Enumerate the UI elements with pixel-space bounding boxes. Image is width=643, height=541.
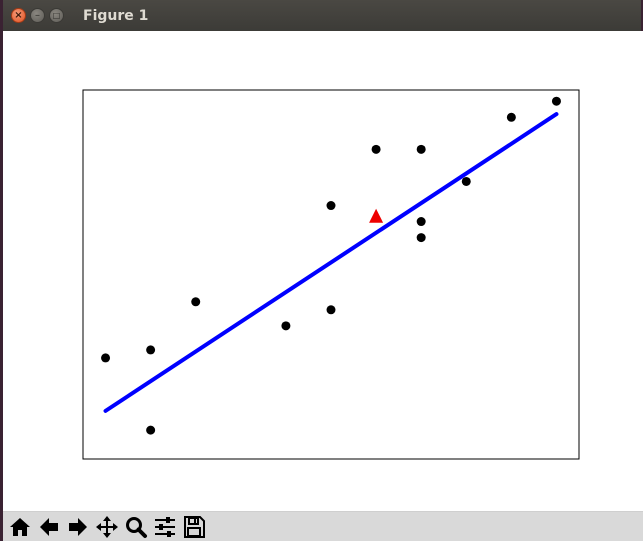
data-point-9 [416, 217, 426, 227]
plot-axes-frame [82, 89, 580, 460]
close-window-button[interactable]: × [11, 8, 26, 23]
forward-button[interactable] [64, 513, 92, 541]
data-point-1 [146, 345, 156, 355]
fit-line [103, 112, 559, 413]
configure-subplots-button[interactable] [151, 513, 179, 541]
figure-canvas[interactable] [3, 31, 643, 511]
home-icon [10, 517, 30, 536]
home-button[interactable] [6, 513, 34, 541]
sliders-icon [155, 516, 175, 537]
data-point-2 [146, 425, 156, 435]
save-button[interactable] [180, 513, 208, 541]
desktop-edge [0, 0, 3, 541]
data-point-5 [326, 305, 336, 315]
magnifier-icon [126, 516, 147, 538]
data-point-3 [191, 297, 201, 307]
floppy-disk-icon [184, 515, 205, 538]
desktop-edge-right [641, 0, 643, 31]
mean-marker [369, 208, 384, 223]
data-point-12 [506, 112, 516, 122]
scatter-plot [82, 89, 580, 460]
maximize-window-button[interactable]: □ [49, 8, 64, 23]
left-arrow-icon [40, 517, 58, 536]
data-point-13 [551, 96, 561, 106]
data-point-6 [326, 201, 336, 211]
data-point-7 [371, 144, 381, 154]
pan-button[interactable] [93, 513, 121, 541]
data-point-4 [281, 321, 291, 331]
move-cross-icon [96, 515, 118, 538]
data-point-10 [416, 233, 426, 243]
data-point-8 [416, 144, 426, 154]
right-arrow-icon [69, 517, 87, 536]
window-title: Figure 1 [83, 7, 149, 24]
minimize-window-button[interactable]: – [30, 8, 45, 23]
data-point-0 [101, 353, 111, 363]
zoom-button[interactable] [122, 513, 150, 541]
navigation-toolbar [3, 511, 643, 541]
window-titlebar[interactable]: × – □ Figure 1 [3, 0, 641, 31]
data-point-11 [461, 176, 471, 186]
back-button[interactable] [35, 513, 63, 541]
